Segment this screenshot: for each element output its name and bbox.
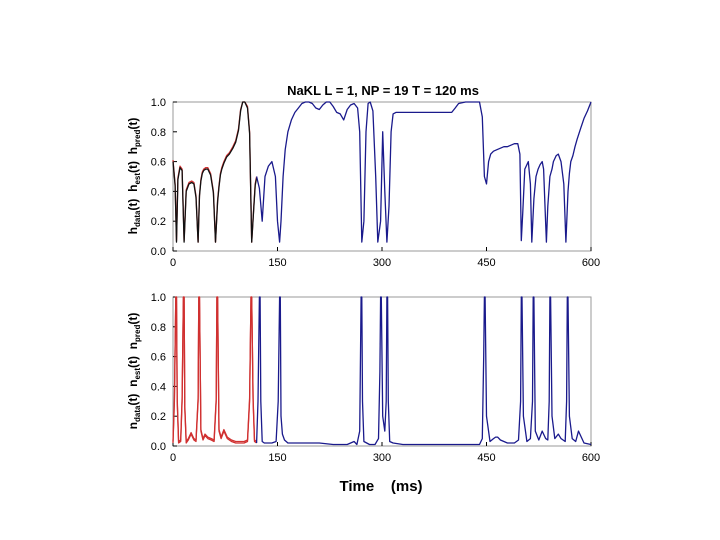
n-axes: 0 150 300 450 600 0.0 0.2 0.4 0.6 0.8 1.0 bbox=[151, 292, 600, 464]
n-y-tick-label: 0.6 bbox=[151, 352, 166, 364]
n-x-tick-label: 600 bbox=[582, 452, 600, 464]
h-series bbox=[172, 101, 592, 243]
h-y-tick-label: 0.8 bbox=[151, 127, 166, 139]
n-y-tick-label: 0.0 bbox=[151, 441, 166, 453]
h-panel: 0 150 300 450 600 0.0 0.2 0.4 0.6 0.8 1.0 hdata(t)… bbox=[126, 97, 600, 269]
h-y-tick-label: 0.4 bbox=[151, 186, 166, 198]
h-x-tick-label: 150 bbox=[268, 257, 286, 269]
chart-title: NaKL L = 1, NP = 19 T = 120 ms bbox=[287, 83, 479, 98]
n-x-tick-label: 0 bbox=[170, 452, 176, 464]
n-x-tick-label: 150 bbox=[268, 452, 286, 464]
n-y-tick-label: 0.2 bbox=[151, 411, 166, 423]
h-x-tick-label: 600 bbox=[582, 257, 600, 269]
h-y-tick-label: 0.6 bbox=[151, 157, 166, 169]
x-axis-label: Time (ms) bbox=[339, 478, 422, 495]
h-y-tick-label: 1.0 bbox=[151, 97, 166, 109]
n-y-tick-label: 0.4 bbox=[151, 381, 166, 393]
n-y-tick-label: 1.0 bbox=[151, 292, 166, 304]
n-series-2 bbox=[172, 296, 257, 443]
h-axes: 0 150 300 450 600 0.0 0.2 0.4 0.6 0.8 1.0 bbox=[151, 97, 600, 269]
h-x-tick-label: 450 bbox=[477, 257, 495, 269]
n-panel: 0 150 300 450 600 0.0 0.2 0.4 0.6 0.8 1.0 ndata(t)… bbox=[126, 292, 600, 464]
h-x-tick-label: 0 bbox=[170, 257, 176, 269]
h-y-tick-label: 0.2 bbox=[151, 216, 166, 228]
h-y-axis-label: hdata(t) hest(t) hpred(t) bbox=[126, 118, 142, 235]
n-series bbox=[172, 296, 592, 446]
h-series-3 bbox=[255, 101, 592, 243]
h-x-tick-label: 300 bbox=[373, 257, 391, 269]
n-series-3 bbox=[255, 296, 592, 446]
n-y-tick-label: 0.8 bbox=[151, 322, 166, 334]
h-series-2 bbox=[172, 101, 258, 243]
n-x-tick-label: 450 bbox=[477, 452, 495, 464]
n-x-tick-label: 300 bbox=[373, 452, 391, 464]
h-y-tick-label: 0.0 bbox=[151, 246, 166, 258]
n-y-axis-label: ndata(t) nest(t) npred(t) bbox=[126, 313, 142, 430]
